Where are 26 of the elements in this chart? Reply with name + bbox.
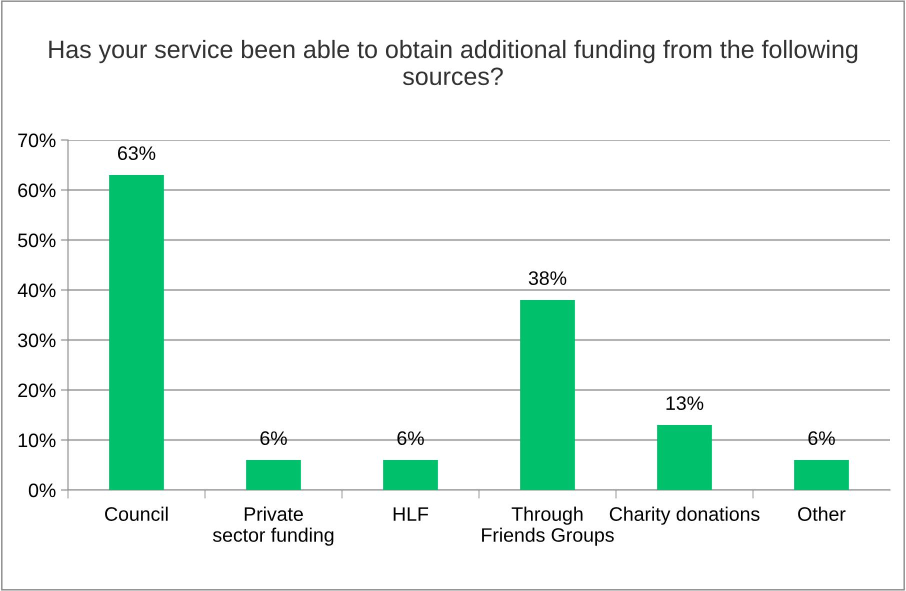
bar bbox=[657, 425, 712, 490]
bar bbox=[109, 175, 164, 490]
x-tick-label: Council bbox=[105, 506, 168, 521]
data-label: 38% bbox=[528, 271, 566, 286]
y-tick-label: 70% bbox=[18, 133, 56, 148]
y-tick-label: 10% bbox=[18, 433, 56, 448]
x-tick-label: HLF bbox=[394, 507, 428, 521]
bar bbox=[246, 460, 301, 490]
bar bbox=[520, 300, 575, 490]
chart-title: Has your service been able to obtain additional funding from the following sources? bbox=[49, 40, 858, 86]
y-tick-label: 30% bbox=[18, 333, 56, 348]
data-label: 13% bbox=[666, 396, 704, 410]
x-tick-label: Charity donations bbox=[610, 506, 760, 525]
data-label: 6% bbox=[260, 431, 287, 446]
y-tick-label: 20% bbox=[18, 383, 56, 398]
bar bbox=[794, 460, 849, 490]
bar bbox=[383, 460, 438, 490]
y-tick-label: 40% bbox=[18, 283, 56, 298]
y-tick-label: 50% bbox=[18, 233, 56, 248]
data-label: 6% bbox=[808, 431, 835, 446]
data-label: 63% bbox=[118, 146, 156, 160]
x-tick-label: Private sector funding bbox=[212, 506, 334, 546]
data-label: 6% bbox=[397, 431, 424, 446]
y-tick-label: 60% bbox=[18, 183, 56, 198]
y-tick-label: 0% bbox=[28, 483, 56, 498]
x-tick-label: Other bbox=[798, 506, 846, 521]
